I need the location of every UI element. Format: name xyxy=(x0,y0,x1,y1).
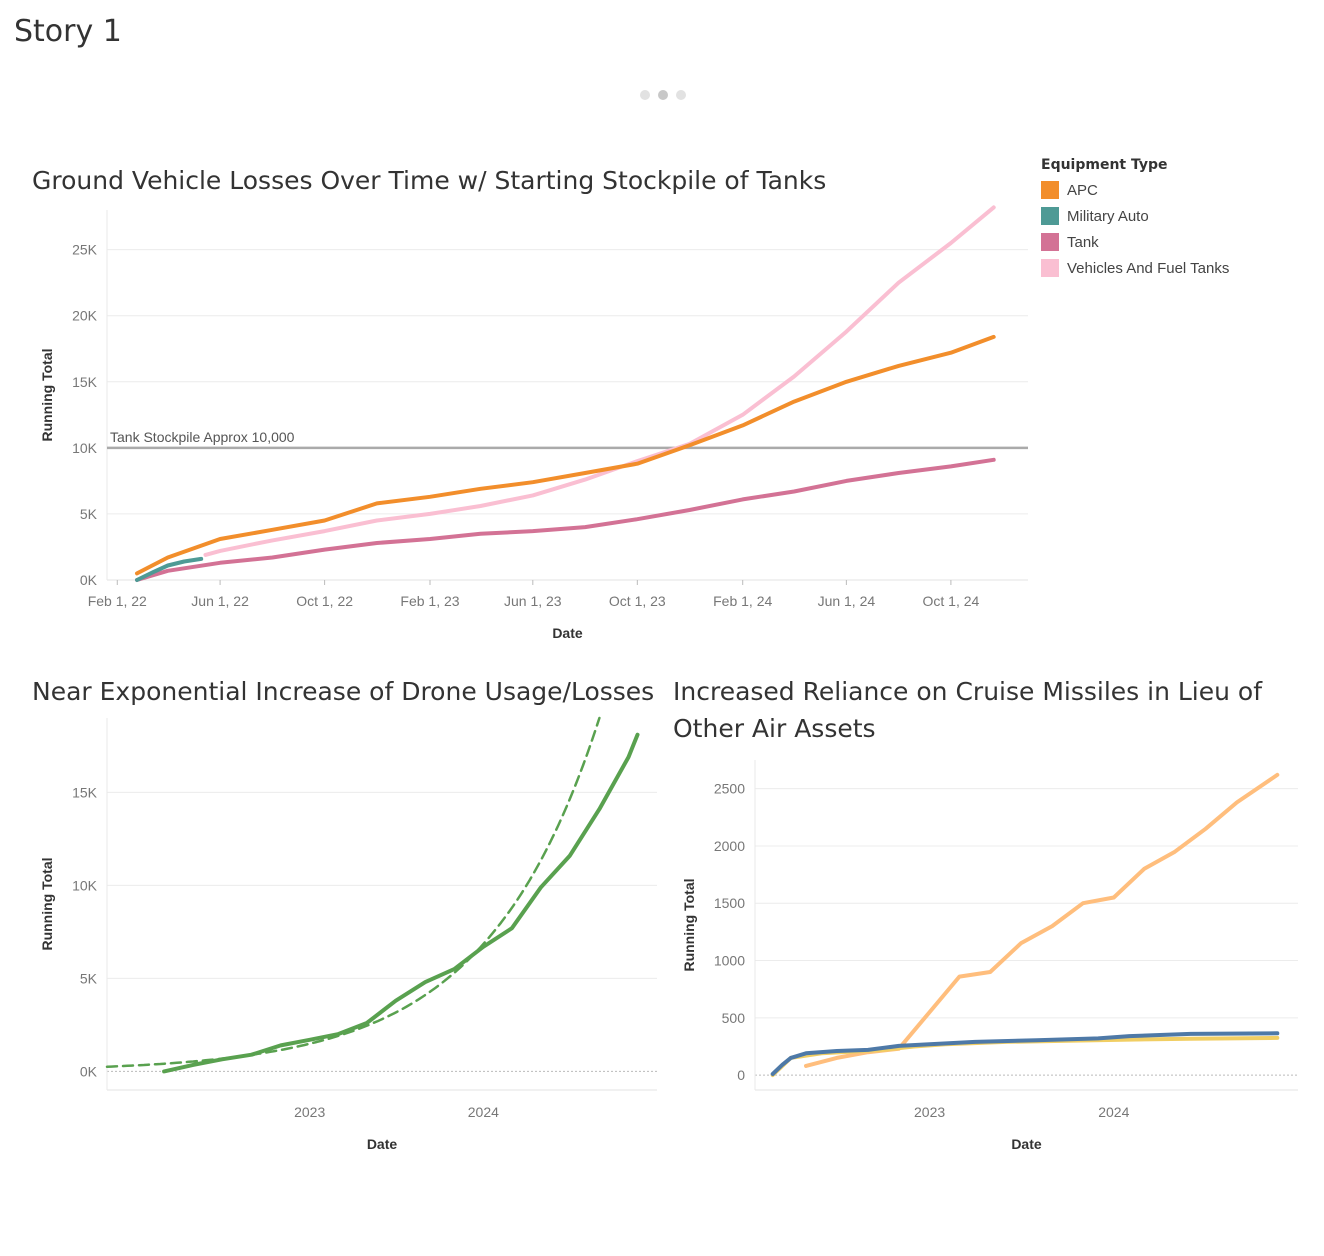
chart1-x-axis-label: Date xyxy=(552,625,583,641)
series-line-cruise-missiles xyxy=(804,772,1280,1068)
chart1-x-tick-label: Jun 1, 24 xyxy=(818,593,876,609)
legend-label-tank: Tank xyxy=(1067,233,1099,251)
chart2-x-tick-label: 2024 xyxy=(468,1104,499,1120)
chart2-y-tick-label: 0K xyxy=(80,1063,98,1079)
chart3-y-tick-label: 1000 xyxy=(714,953,745,969)
legend-title: Equipment Type xyxy=(1041,157,1168,173)
chart3-y-axis-label: Running Total xyxy=(681,878,697,971)
pager-dot-2[interactable] xyxy=(658,90,668,100)
chart1-x-tick-label: Feb 1, 22 xyxy=(88,593,147,609)
pager-dot-1[interactable] xyxy=(640,90,650,100)
chart2-y-tick-label: 15K xyxy=(72,784,98,800)
chart1-x-tick-label: Feb 1, 24 xyxy=(713,593,772,609)
legend-swatch-tank xyxy=(1041,233,1059,251)
chart3-y-tick-label: 2500 xyxy=(714,781,745,797)
series-line-tank xyxy=(135,457,996,582)
chart2-y-tick-label: 10K xyxy=(72,877,98,893)
legend-item-vehicles[interactable]: Vehicles And Fuel Tanks xyxy=(1041,255,1229,281)
series-line-drone xyxy=(162,732,640,1074)
chart1-y-tick-label: 5K xyxy=(80,506,98,522)
story-pager[interactable] xyxy=(640,90,686,100)
chart3-y-tick-label: 2000 xyxy=(714,838,745,854)
chart1-x-tick-label: Oct 1, 23 xyxy=(609,593,666,609)
series-line-apc xyxy=(135,334,996,576)
series-line-drone-trend xyxy=(105,716,601,1069)
chart3-x-tick-label: 2024 xyxy=(1098,1104,1129,1120)
legend-swatch-apc xyxy=(1041,181,1059,199)
pager-dot-3[interactable] xyxy=(676,90,686,100)
legend-label-vehicles: Vehicles And Fuel Tanks xyxy=(1067,259,1230,277)
chart2-y-tick-label: 5K xyxy=(80,970,98,986)
series-line-vehicles xyxy=(203,205,996,557)
chart1-y-tick-label: 0K xyxy=(80,572,98,588)
chart1-x-tick-label: Feb 1, 23 xyxy=(400,593,459,609)
chart2-y-axis-label: Running Total xyxy=(39,857,55,950)
chart1-x-tick-label: Jun 1, 23 xyxy=(504,593,562,609)
chart1-y-tick-label: 25K xyxy=(72,242,98,258)
chart1-title: Ground Vehicle Losses Over Time w/ Start… xyxy=(32,166,827,195)
chart1-x-tick-label: Oct 1, 24 xyxy=(922,593,979,609)
chart3-y-tick-label: 1500 xyxy=(714,895,745,911)
chart3-y-tick-label: 500 xyxy=(722,1010,746,1026)
chart1-y-axis-label: Running Total xyxy=(39,348,55,441)
chart1-y-tick-label: 15K xyxy=(72,374,98,390)
chart2-x-tick-label: 2023 xyxy=(294,1104,325,1120)
chart1-x-tick-label: Oct 1, 22 xyxy=(296,593,353,609)
story-title: Story 1 xyxy=(14,14,122,49)
chart3-x-tick-label: 2023 xyxy=(914,1104,945,1120)
chart1-x-tick-label: Jun 1, 22 xyxy=(191,593,249,609)
legend-swatch-vehicles xyxy=(1041,259,1059,277)
chart3-y-tick-label: 0 xyxy=(737,1067,745,1083)
legend-label-apc: APC xyxy=(1067,181,1098,199)
tank-stockpile-reference-label: Tank Stockpile Approx 10,000 xyxy=(110,429,295,445)
chart3-x-axis-label: Date xyxy=(1011,1136,1042,1152)
legend-swatch-military-auto xyxy=(1041,207,1059,225)
legend-label-military-auto: Military Auto xyxy=(1067,207,1149,225)
chart2-x-axis-label: Date xyxy=(367,1136,398,1152)
legend-item-apc[interactable]: APC xyxy=(1041,177,1229,203)
legend-item-military-auto[interactable]: Military Auto xyxy=(1041,203,1229,229)
chart2-title: Near Exponential Increase of Drone Usage… xyxy=(32,677,655,706)
chart3-title: Increased Reliance on Cruise Missiles in… xyxy=(673,677,1263,743)
series-line-military-auto xyxy=(135,556,204,582)
legend-item-tank[interactable]: Tank xyxy=(1041,229,1229,255)
equipment-legend: Equipment Type APC Military Auto Tank Ve… xyxy=(1041,157,1229,281)
chart1-y-tick-label: 10K xyxy=(72,440,98,456)
series-line-helicopters xyxy=(770,1031,1280,1076)
chart1-y-tick-label: 20K xyxy=(72,308,98,324)
